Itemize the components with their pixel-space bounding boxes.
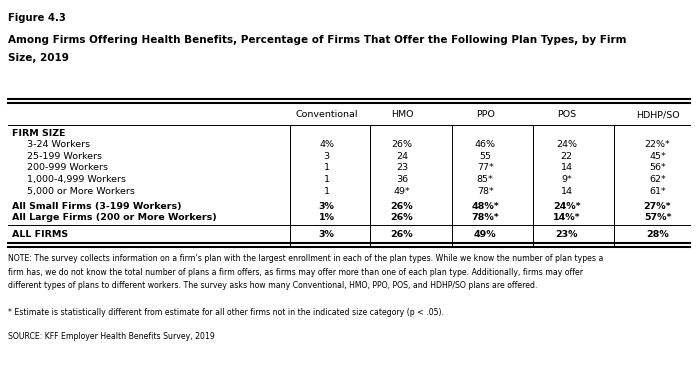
- Text: 77*: 77*: [477, 164, 493, 172]
- Text: 26%: 26%: [391, 230, 413, 239]
- Text: Figure 4.3: Figure 4.3: [8, 13, 66, 23]
- Text: 26%: 26%: [391, 214, 413, 222]
- Text: PPO: PPO: [475, 111, 495, 119]
- Text: 22%*: 22%*: [645, 140, 670, 149]
- Text: 62*: 62*: [649, 175, 666, 184]
- Text: 5,000 or More Workers: 5,000 or More Workers: [27, 187, 135, 196]
- Text: 36: 36: [396, 175, 408, 184]
- Text: 26%: 26%: [391, 202, 413, 211]
- Text: 78*: 78*: [477, 187, 493, 196]
- Text: 24: 24: [396, 152, 408, 161]
- Text: 3%: 3%: [319, 202, 334, 211]
- Text: 46%: 46%: [475, 140, 496, 149]
- Text: 4%: 4%: [319, 140, 334, 149]
- Text: 14%*: 14%*: [553, 214, 581, 222]
- Text: 57%*: 57%*: [644, 214, 671, 222]
- Text: * Estimate is statistically different from estimate for all other firms not in t: * Estimate is statistically different fr…: [8, 308, 445, 318]
- Text: All Small Firms (3-199 Workers): All Small Firms (3-199 Workers): [12, 202, 181, 211]
- Text: 56*: 56*: [649, 164, 666, 172]
- Text: POS: POS: [557, 111, 577, 119]
- Text: All Large Firms (200 or More Workers): All Large Firms (200 or More Workers): [12, 214, 216, 222]
- Text: 25-199 Workers: 25-199 Workers: [27, 152, 101, 161]
- Text: 3%: 3%: [319, 230, 334, 239]
- Text: 48%*: 48%*: [471, 202, 499, 211]
- Text: NOTE: The survey collects information on a firm’s plan with the largest enrollme: NOTE: The survey collects information on…: [8, 254, 604, 263]
- Text: 45*: 45*: [649, 152, 666, 161]
- Text: 24%: 24%: [556, 140, 577, 149]
- Text: 61*: 61*: [649, 187, 666, 196]
- Text: 55: 55: [479, 152, 491, 161]
- Text: 3: 3: [324, 152, 329, 161]
- Text: ALL FIRMS: ALL FIRMS: [12, 230, 68, 239]
- Text: 23%: 23%: [556, 230, 578, 239]
- Text: 22: 22: [560, 152, 573, 161]
- Text: 1: 1: [324, 164, 329, 172]
- Text: 85*: 85*: [477, 175, 493, 184]
- Text: 1%: 1%: [319, 214, 334, 222]
- Text: 1: 1: [324, 175, 329, 184]
- Text: 49*: 49*: [394, 187, 410, 196]
- Text: different types of plans to different workers. The survey asks how many Conventi: different types of plans to different wo…: [8, 281, 538, 291]
- Text: 9*: 9*: [561, 175, 572, 184]
- Text: 3-24 Workers: 3-24 Workers: [27, 140, 89, 149]
- Text: HDHP/SO: HDHP/SO: [636, 111, 679, 119]
- Text: Size, 2019: Size, 2019: [8, 53, 69, 63]
- Text: 78%*: 78%*: [471, 214, 499, 222]
- Text: 49%: 49%: [474, 230, 496, 239]
- Text: FIRM SIZE: FIRM SIZE: [12, 130, 66, 138]
- Text: 14: 14: [560, 187, 573, 196]
- Text: HMO: HMO: [391, 111, 413, 119]
- Text: SOURCE: KFF Employer Health Benefits Survey, 2019: SOURCE: KFF Employer Health Benefits Sur…: [8, 332, 215, 341]
- Text: 28%: 28%: [646, 230, 669, 239]
- Text: 1: 1: [324, 187, 329, 196]
- Text: 200-999 Workers: 200-999 Workers: [27, 164, 107, 172]
- Text: 1,000-4,999 Workers: 1,000-4,999 Workers: [27, 175, 126, 184]
- Text: 23: 23: [396, 164, 408, 172]
- Text: firm has, we do not know the total number of plans a firm offers, as firms may o: firm has, we do not know the total numbe…: [8, 268, 584, 277]
- Text: 26%: 26%: [392, 140, 413, 149]
- Text: 14: 14: [560, 164, 573, 172]
- Text: 27%*: 27%*: [644, 202, 671, 211]
- Text: 24%*: 24%*: [553, 202, 581, 211]
- Text: Conventional: Conventional: [295, 111, 358, 119]
- Text: Among Firms Offering Health Benefits, Percentage of Firms That Offer the Followi: Among Firms Offering Health Benefits, Pe…: [8, 35, 627, 45]
